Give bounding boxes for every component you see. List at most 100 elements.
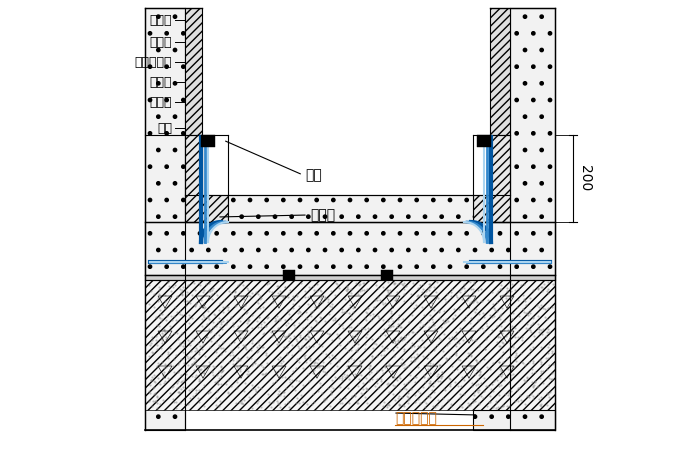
Point [243,367,254,375]
Point [496,322,507,329]
Point [292,342,303,350]
Point [278,392,289,399]
Point [210,348,222,355]
Point [525,309,536,317]
Point [409,343,420,350]
Point [152,404,163,411]
Point [151,333,162,340]
Point [373,314,384,322]
Point [422,317,434,324]
Point [243,330,254,337]
Point [202,313,213,320]
Point [438,395,449,402]
Point [265,329,276,336]
Point [535,402,546,410]
Point [174,389,185,396]
Point [390,339,401,346]
Point [184,314,195,321]
Point [169,303,180,310]
Point [334,284,345,291]
Point [257,331,268,338]
Point [533,326,544,333]
Point [414,318,425,325]
Point [447,315,458,322]
Point [256,343,268,351]
Point [186,291,197,299]
Point [242,371,253,378]
Point [523,325,534,332]
Point [372,352,383,359]
Point [187,392,199,399]
Point [519,308,530,316]
Point [376,330,387,337]
Point [469,296,480,304]
Point [318,367,329,375]
Point [319,294,330,302]
Point [417,383,428,390]
Point [466,382,477,389]
Point [312,319,323,326]
Point [429,344,441,352]
Point [286,316,297,323]
Point [362,324,374,331]
Point [507,362,518,370]
Point [162,348,174,356]
Point [443,374,454,381]
Point [283,307,294,314]
Point [498,349,509,356]
Point [305,308,316,316]
Bar [490,8,510,222]
Point [147,385,158,392]
Point [280,322,291,329]
Point [279,332,290,339]
Point [436,372,447,380]
Point [506,316,517,323]
Text: 200: 200 [578,165,592,192]
Text: 楼板: 楼板 [157,121,172,135]
Point [433,309,444,316]
Point [386,302,397,309]
Point [404,318,415,326]
Point [503,326,514,333]
Point [217,368,228,375]
Point [361,399,372,406]
Point [302,320,314,328]
Point [494,285,505,292]
Point [174,310,185,317]
Point [392,323,403,331]
Point [380,361,391,368]
Point [517,337,528,344]
Point [498,326,510,333]
Point [394,311,405,318]
Point [160,364,171,371]
Point [493,332,504,339]
Point [487,289,498,296]
Point [532,302,543,309]
Point [358,380,369,387]
Point [156,310,167,317]
Point [383,367,395,374]
Point [247,289,258,297]
Point [240,310,252,317]
Point [413,387,424,395]
Point [432,295,443,302]
Bar [228,195,473,222]
Point [345,286,356,293]
Point [392,337,404,344]
Point [183,281,194,289]
Point [348,356,360,363]
Point [526,347,537,354]
Point [271,313,282,320]
Point [540,354,551,361]
Point [537,368,549,375]
Point [503,365,514,372]
Point [227,322,238,329]
Point [388,323,399,330]
Point [238,292,249,299]
Point [234,317,245,324]
Point [298,381,309,388]
Point [292,290,303,298]
Point [287,295,298,302]
Point [164,323,176,330]
Point [348,309,359,316]
